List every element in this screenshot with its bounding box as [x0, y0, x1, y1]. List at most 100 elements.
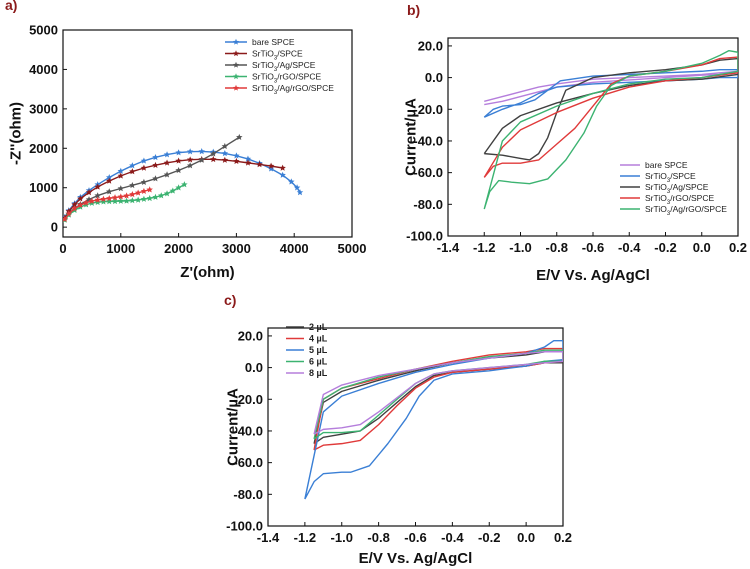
data-point	[106, 174, 113, 181]
legend-label: bare SPCE	[645, 160, 688, 170]
y-tick-label: -60.0	[413, 165, 443, 180]
data-point	[129, 168, 136, 175]
data-point	[106, 177, 113, 184]
y-tick-label: 0.0	[245, 360, 263, 375]
data-point	[279, 164, 286, 171]
data-point	[134, 189, 142, 196]
x-tick-label: 0.0	[517, 530, 535, 545]
data-point	[106, 194, 113, 202]
y-tick-label: -80.0	[233, 487, 263, 502]
series-5	[483, 49, 738, 210]
x-tick-label: -1.2	[294, 530, 316, 545]
x-tick-label: -1.2	[473, 240, 495, 255]
y-tick-label: 5000	[29, 23, 58, 38]
data-point	[77, 195, 84, 202]
data-point	[163, 159, 171, 166]
data-point	[186, 162, 194, 169]
panel-label: b)	[407, 2, 420, 18]
data-point	[129, 162, 136, 169]
data-point	[63, 215, 68, 223]
y-axis-title: Current/µA	[224, 388, 241, 466]
data-point	[163, 171, 171, 178]
data-point	[163, 190, 171, 197]
x-tick-label: 3000	[222, 241, 251, 256]
data-point	[129, 191, 136, 198]
data-point	[267, 162, 275, 169]
data-point	[111, 197, 119, 205]
data-point	[117, 167, 125, 174]
data-point	[158, 192, 165, 199]
data-point	[186, 156, 194, 163]
data-point	[233, 152, 240, 159]
data-point	[82, 199, 90, 206]
data-point	[186, 148, 194, 155]
legend-marker	[232, 84, 240, 91]
plot-frame	[62, 29, 353, 238]
legend-label: SrTiO3/SPCE	[252, 49, 303, 62]
data-point	[88, 197, 96, 204]
chart-panel-2: b) -1.4 -1.2 -1.0 -0.8 -0.6 -0.4 -0.2 0.0 0.2 -100…	[402, 2, 747, 284]
data-point	[123, 192, 130, 199]
series-line	[483, 68, 738, 118]
y-axis-title: Current/µA	[402, 98, 419, 176]
x-tick-label: 0.2	[729, 240, 747, 255]
y-tick-label: 0.0	[425, 70, 443, 85]
data-point	[140, 195, 148, 202]
series-line	[484, 70, 738, 106]
legend-label: bare SPCE	[252, 37, 295, 47]
data-point	[117, 193, 125, 200]
y-tick-label: -60.0	[233, 455, 263, 470]
data-point	[129, 197, 136, 204]
data-point	[111, 194, 119, 201]
series-3	[483, 57, 738, 161]
data-point	[106, 198, 113, 205]
legend-label: 2 µL	[309, 322, 328, 332]
legend-label: SrTiO3/Ag/rGO/SPCE	[252, 83, 334, 96]
data-point	[210, 155, 217, 163]
data-point	[198, 156, 205, 163]
legend: bare SPCESrTiO3/SPCESrTiO3/Ag/SPCESrTiO3…	[620, 160, 727, 217]
data-point	[181, 181, 188, 188]
data-point	[123, 197, 130, 204]
data-point	[236, 133, 243, 140]
x-tick-label: 5000	[338, 241, 367, 256]
data-point	[140, 164, 148, 171]
data-point	[288, 178, 295, 185]
data-point	[129, 181, 136, 189]
legend-label: SrTiO3/Ag/SPCE	[252, 60, 316, 73]
data-point	[146, 194, 153, 202]
data-point	[256, 161, 263, 168]
data-point	[117, 197, 125, 204]
x-axis-title: Z'(ohm)	[180, 264, 234, 281]
data-point	[175, 157, 182, 164]
series-5	[313, 351, 563, 435]
x-tick-label: 2000	[164, 241, 193, 256]
legend-marker	[232, 73, 240, 80]
data-point	[152, 153, 159, 161]
chart-panel-1: a) 0 1000 2000 3000 4000 5000 0 1000 2000 3000 4000…	[5, 0, 366, 281]
x-tick-label: -0.6	[404, 530, 426, 545]
y-tick-label: -20.0	[233, 392, 263, 407]
x-tick-label: -1.0	[509, 240, 531, 255]
series-line	[483, 56, 738, 178]
data-point	[117, 185, 125, 192]
x-tick-label: 1000	[106, 241, 135, 256]
data-point	[198, 148, 205, 155]
data-point	[244, 159, 252, 166]
x-tick-label: -0.4	[618, 240, 641, 255]
x-tick-label: -0.6	[582, 240, 604, 255]
x-tick-label: 0	[59, 241, 66, 256]
y-tick-label: -100.0	[406, 229, 443, 244]
series-3	[63, 133, 243, 223]
panel-label: a)	[5, 0, 17, 13]
panel-label: c)	[224, 292, 236, 308]
data-point	[94, 183, 101, 190]
data-point	[221, 156, 229, 163]
legend-label: 6 µL	[309, 357, 328, 367]
x-axis-title: E/V Vs. Ag/AgCl	[359, 550, 473, 567]
x-tick-label: -1.4	[257, 530, 280, 545]
data-point	[85, 189, 93, 196]
data-point	[94, 198, 101, 206]
legend-label: SrTiO3/SPCE	[645, 171, 696, 184]
series-2	[63, 155, 286, 221]
